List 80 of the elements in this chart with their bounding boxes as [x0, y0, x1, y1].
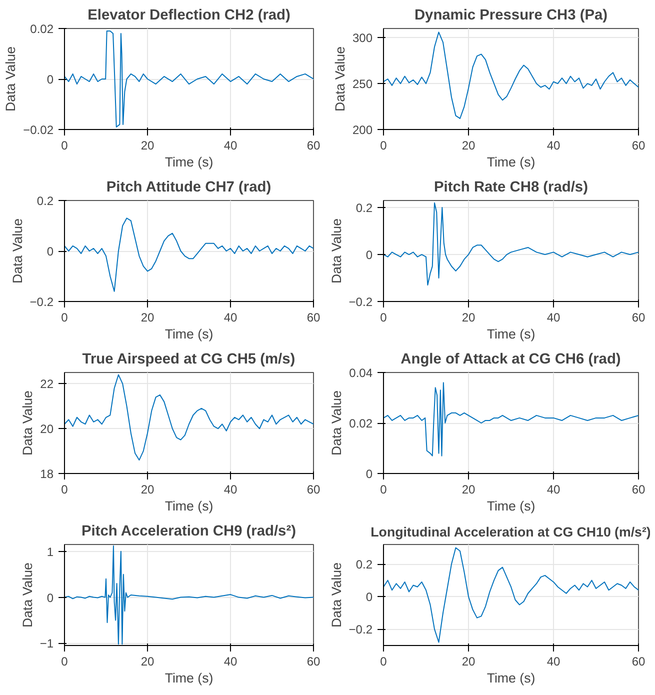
chart-title: Pitch Attitude CH7 (rad)	[106, 180, 272, 196]
y-tick-label: 0.02	[349, 416, 373, 430]
x-tick-label: 20	[462, 482, 476, 496]
x-tick-label: 60	[306, 482, 320, 496]
chart-title: Angle of Attack at CG CH6 (rad)	[400, 352, 621, 368]
x-tick-label: 20	[140, 654, 154, 668]
x-tick-label: 60	[306, 654, 320, 668]
x-axis-title: Time (s)	[486, 326, 536, 342]
y-axis-title: Data Value	[20, 390, 36, 456]
y-axis-title: Data Value	[329, 390, 344, 456]
y-tick-label: 0.2	[356, 201, 373, 216]
y-tick-label: 0.2	[356, 558, 373, 572]
x-tick-label: 40	[224, 482, 238, 496]
y-tick-label: 0	[366, 590, 373, 604]
x-tick-label: 60	[632, 654, 646, 668]
y-tick-label: 0	[46, 72, 54, 86]
x-tick-label: 0	[380, 482, 388, 496]
y-axis-title: Data Value	[20, 562, 35, 628]
y-tick-label: 250	[352, 77, 373, 92]
x-axis-title: Time (s)	[486, 498, 536, 514]
y-tick-label: −0.2	[348, 295, 373, 309]
x-tick-label: 20	[140, 138, 154, 152]
chart-title: Pitch Acceleration CH9 (rad/s²)	[81, 524, 296, 540]
x-tick-label: 40	[546, 310, 560, 324]
y-tick-label: 0.02	[30, 22, 54, 36]
x-tick-label: 20	[462, 138, 476, 152]
x-tick-label: 20	[140, 482, 154, 496]
y-tick-label: 0	[46, 244, 54, 258]
x-tick-label: 0	[380, 654, 388, 668]
x-tick-label: 20	[462, 654, 476, 668]
x-tick-label: 0	[61, 310, 68, 324]
y-axis-title: Data Value	[10, 218, 25, 284]
y-axis-title: Data Value	[332, 46, 348, 112]
x-tick-label: 0	[380, 138, 388, 152]
y-axis-title: Data Value	[3, 46, 18, 112]
x-tick-label: 20	[462, 310, 476, 324]
x-tick-label: 20	[140, 310, 154, 324]
chart-title: Elevator Deflection CH2 (rad)	[88, 8, 291, 24]
x-tick-label: 60	[306, 310, 320, 324]
y-tick-label: −0.2	[348, 622, 373, 637]
y-tick-label: 200	[352, 123, 373, 137]
y-tick-label: 22	[40, 377, 54, 392]
x-tick-label: 0	[380, 310, 388, 324]
y-tick-label: −1	[40, 636, 54, 651]
x-tick-label: 40	[546, 482, 560, 496]
x-tick-label: 40	[224, 654, 238, 668]
x-tick-label: 40	[224, 138, 238, 152]
x-tick-label: 40	[546, 138, 560, 152]
y-tick-label: 18	[40, 467, 54, 481]
y-tick-label: 0	[366, 467, 373, 481]
x-tick-label: 0	[61, 482, 68, 496]
y-tick-label: 0.04	[349, 366, 373, 380]
x-tick-label: 40	[224, 310, 238, 324]
y-tick-label: 0	[366, 248, 373, 262]
y-tick-label: −0.02	[23, 123, 54, 137]
chart-title: True Airspeed at CG CH5 (m/s)	[82, 352, 296, 368]
y-tick-label: 0.2	[36, 194, 54, 208]
x-axis-title: Time (s)	[164, 154, 214, 170]
y-tick-label: −0.2	[30, 295, 54, 309]
x-tick-label: 60	[306, 138, 320, 152]
y-tick-label: 1	[46, 544, 54, 559]
chart-title: Dynamic Pressure CH3 (Pa)	[414, 8, 608, 24]
y-axis-title: Data Value	[328, 562, 344, 628]
x-tick-label: 60	[632, 310, 646, 324]
chart-title: Pitch Rate CH8 (rad/s)	[434, 180, 588, 196]
x-axis-title: Time (s)	[164, 326, 214, 342]
chart-title: Longitudinal Acceleration at CG CH10 (m/s²)	[370, 524, 651, 540]
x-tick-label: 60	[632, 138, 646, 152]
x-axis-title: Time (s)	[164, 498, 214, 514]
y-tick-label: 0	[46, 590, 54, 605]
y-tick-label: 300	[352, 31, 373, 46]
x-axis-title: Time (s)	[486, 670, 536, 686]
x-axis-title: Time (s)	[164, 670, 214, 686]
x-tick-label: 0	[61, 654, 68, 668]
x-tick-label: 0	[61, 138, 68, 152]
x-tick-label: 40	[546, 654, 560, 668]
x-tick-label: 60	[632, 482, 646, 496]
y-tick-label: 20	[40, 422, 54, 436]
y-axis-title: Data Value	[328, 218, 344, 284]
x-axis-title: Time (s)	[486, 154, 536, 170]
